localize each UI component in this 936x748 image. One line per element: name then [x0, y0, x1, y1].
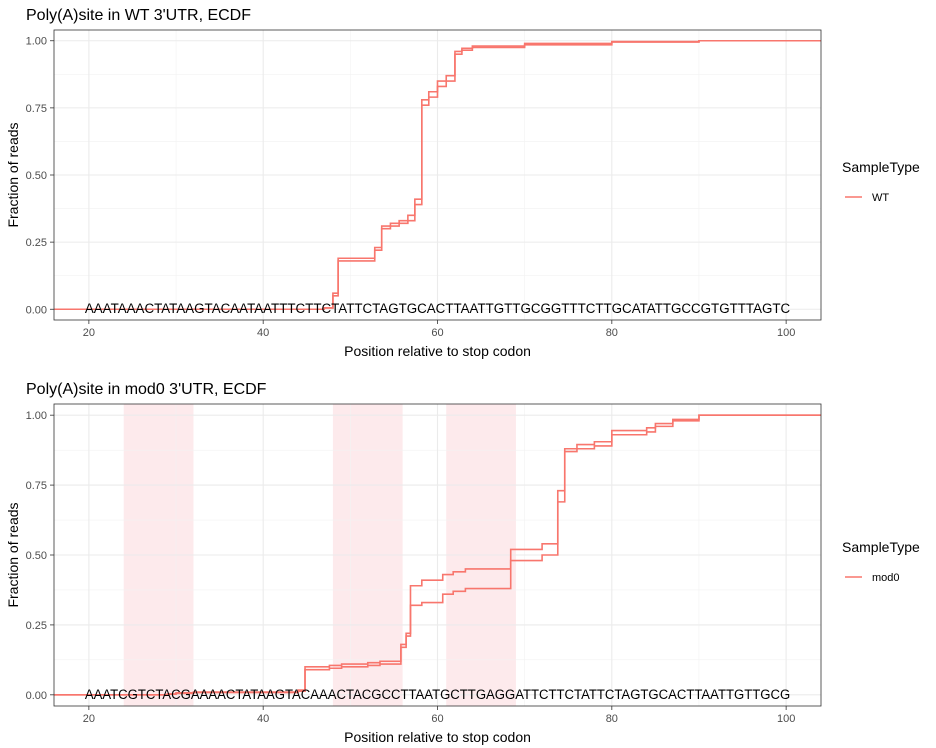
- legend-title: SampleType: [842, 159, 920, 175]
- y-tick-label: 1.00: [26, 36, 47, 48]
- y-tick-label: 0.75: [26, 103, 47, 115]
- y-tick-label: 1.00: [26, 410, 47, 422]
- x-tick-label: 40: [257, 713, 269, 725]
- sequence-label: AAATCGTCTACGAAAACTATAAGTACAAACTACGCCTTAA…: [85, 687, 790, 702]
- x-tick-label: 100: [777, 713, 795, 725]
- x-tick-label: 80: [606, 713, 618, 725]
- ecdf-line-WT-2: [54, 39, 821, 311]
- x-tick-label: 80: [606, 327, 618, 339]
- chart-panel-1: Poly(A)site in WT 3'UTR, ECDF AAATAAACTAT…: [5, 7, 920, 359]
- y-tick-label: 0.00: [26, 304, 47, 316]
- x-axis-title: Position relative to stop codon: [344, 343, 531, 359]
- y-tick-label: 0.25: [26, 620, 47, 632]
- sequence-label: AAATAAACTATAAGTACAATAATTTCTTCTATTCTAGTGC…: [85, 301, 791, 316]
- ecdf-line-mod0-2: [54, 414, 821, 696]
- x-tick-label: 100: [777, 327, 795, 339]
- y-axis-title: Fraction of reads: [5, 502, 21, 607]
- x-tick-label: 20: [83, 713, 95, 725]
- x-axis-title: Position relative to stop codon: [344, 729, 531, 745]
- y-tick-label: 0.00: [26, 690, 47, 702]
- chart-title: Poly(A)site in WT 3'UTR, ECDF: [26, 7, 251, 24]
- y-tick-label: 0.50: [26, 550, 47, 562]
- legend: SampleType mod0: [842, 539, 920, 584]
- x-tick-label: 60: [431, 713, 443, 725]
- chart-panel-2: Poly(A)site in mod0 3'UTR, ECDF AAATCGTCT…: [5, 381, 920, 745]
- legend-title: SampleType: [842, 539, 920, 555]
- x-tick-label: 60: [431, 327, 443, 339]
- x-tick-label: 20: [83, 327, 95, 339]
- y-tick-label: 0.25: [26, 237, 47, 249]
- chart-title: Poly(A)site in mod0 3'UTR, ECDF: [26, 381, 267, 398]
- legend: SampleType WT: [842, 159, 920, 204]
- y-tick-label: 0.50: [26, 170, 47, 182]
- y-axis-title: Fraction of reads: [5, 122, 21, 227]
- x-tick-label: 40: [257, 327, 269, 339]
- y-tick-label: 0.75: [26, 480, 47, 492]
- legend-label-mod0: mod0: [872, 572, 900, 584]
- legend-label-WT: WT: [872, 192, 889, 204]
